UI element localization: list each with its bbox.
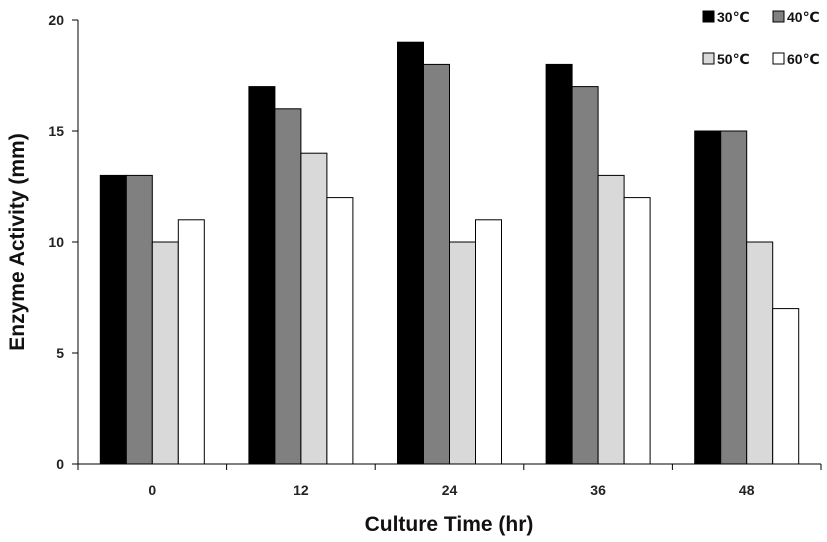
legend-label: 40℃	[787, 9, 820, 25]
bar-0h-1	[99, 174, 127, 465]
bar-48h-1	[694, 130, 722, 465]
y-tick-label: 20	[48, 12, 64, 28]
legend-swatch	[702, 10, 715, 23]
y-tick-label: 5	[56, 345, 64, 361]
x-axis-title: Culture Time (hr)	[365, 513, 534, 536]
bar-12h-1	[248, 86, 276, 465]
bar-36h-4	[623, 197, 651, 465]
x-tick-label: 36	[590, 482, 606, 498]
bar-12h-2	[274, 108, 302, 465]
bar-12h-3	[300, 152, 328, 465]
bar-24h-1	[397, 41, 424, 465]
bar-36h-2	[571, 86, 599, 465]
y-tick-label: 15	[48, 123, 64, 139]
legend-label: 60℃	[787, 51, 820, 67]
y-tick-label: 0	[56, 456, 64, 472]
bars-layer	[99, 41, 800, 465]
bar-24h-4	[475, 219, 502, 465]
legend-swatch	[772, 10, 785, 23]
bar-48h-4	[772, 308, 800, 465]
x-tick-label: 24	[442, 482, 458, 498]
bar-48h-2	[720, 130, 748, 465]
legend: 30℃ 40℃ 50℃ 60℃	[702, 9, 820, 67]
x-tick-label: 12	[293, 482, 309, 498]
ticks-layer: 0 5 10 15 20 0 12 24 36 48	[48, 12, 822, 498]
bar-0h-4	[177, 219, 205, 465]
bar-24h-2	[423, 63, 450, 465]
y-axis-title: Enzyme Activity (mm)	[6, 133, 29, 350]
bar-48h-3	[746, 241, 774, 465]
legend-label: 50℃	[717, 51, 750, 67]
bar-0h-2	[125, 174, 153, 465]
bar-36h-1	[545, 63, 573, 465]
bar-12h-4	[326, 197, 354, 465]
bar-0h-3	[151, 241, 179, 465]
x-tick-label: 48	[739, 482, 755, 498]
y-tick-label: 10	[48, 234, 64, 250]
x-tick-label: 0	[148, 482, 156, 498]
bar-36h-3	[597, 174, 625, 465]
bar-24h-3	[449, 241, 476, 465]
legend-label: 30℃	[717, 9, 750, 25]
legend-swatch	[772, 52, 785, 65]
legend-swatch	[702, 52, 715, 65]
